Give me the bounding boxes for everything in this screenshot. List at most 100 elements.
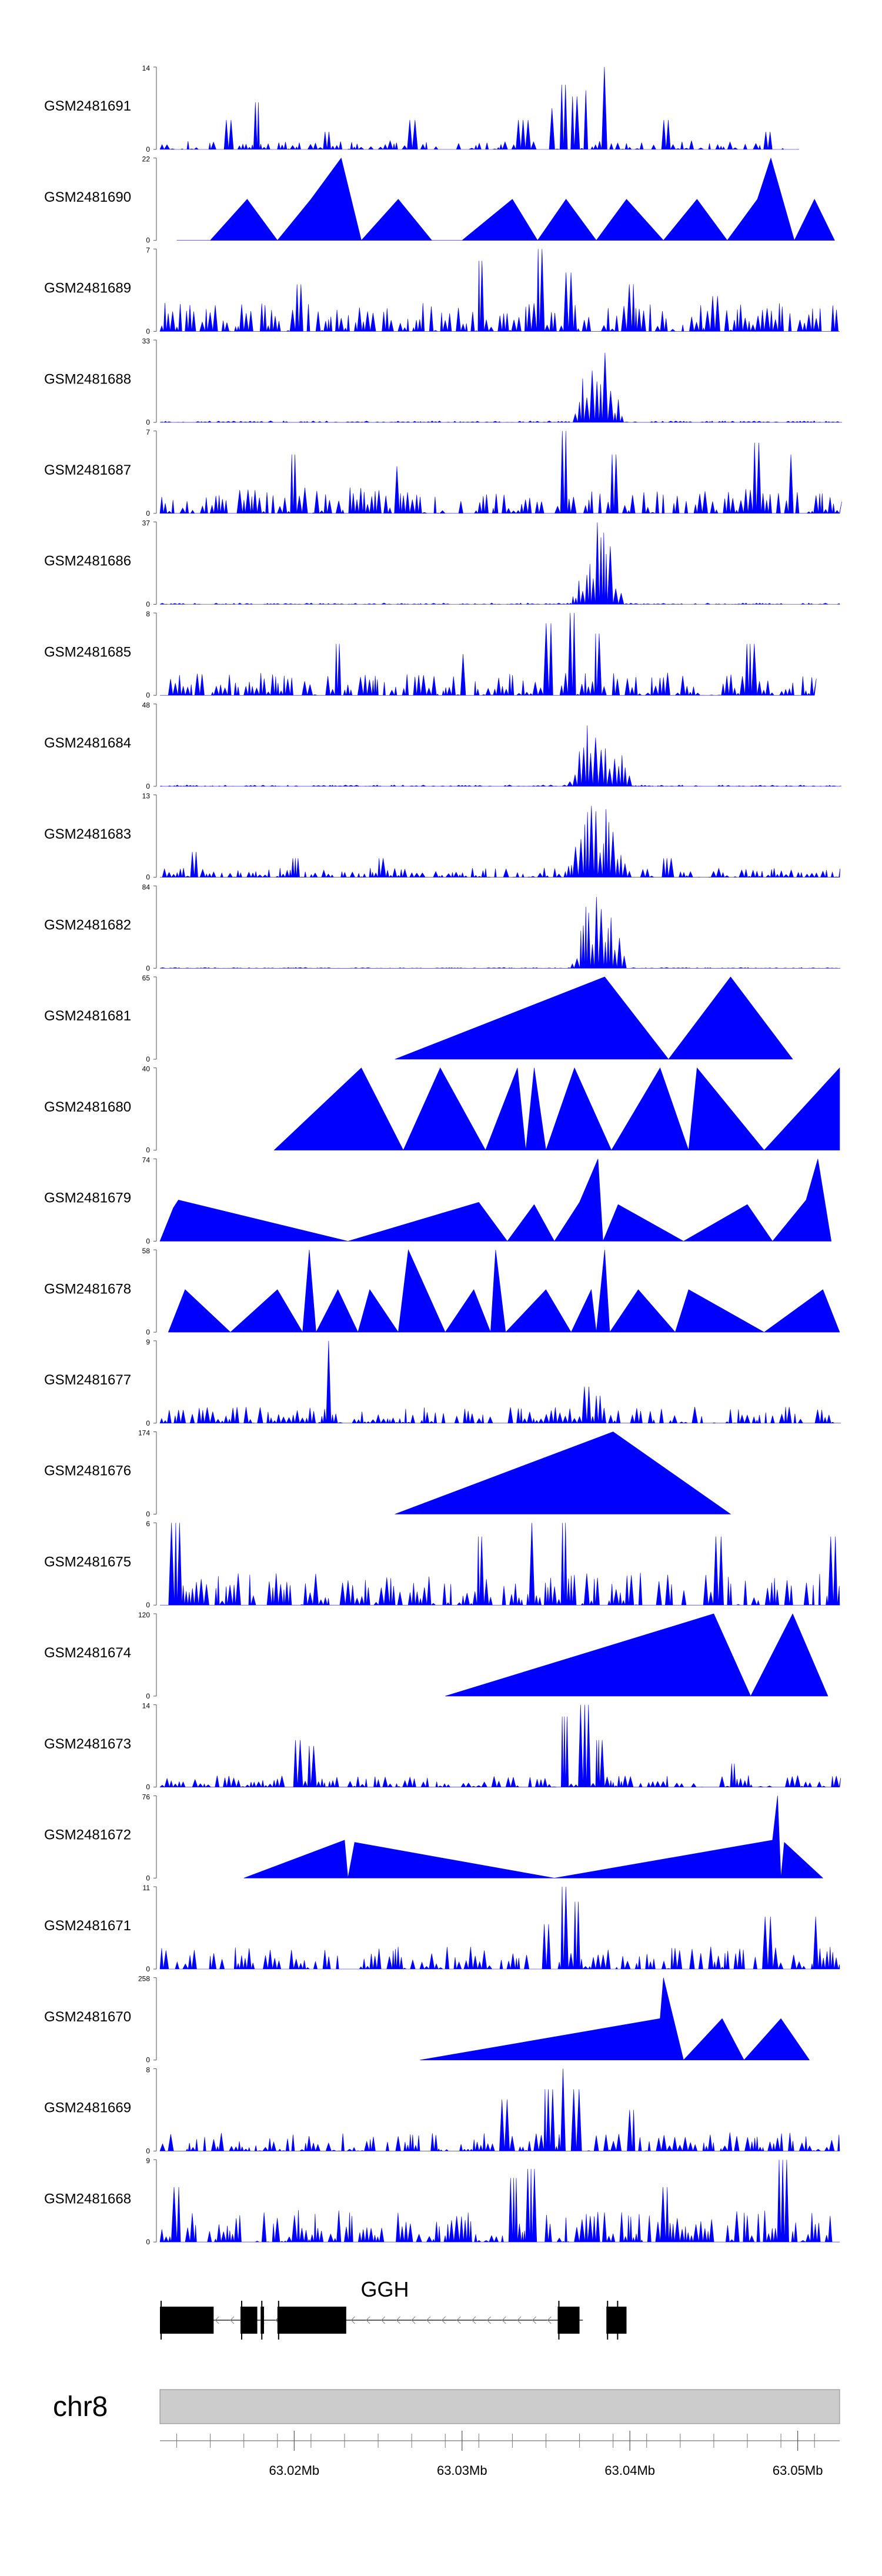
sample-label: GSM2481678 — [44, 1281, 131, 1297]
y-max-label: 120 — [138, 1611, 150, 1619]
y-min-label: 0 — [146, 964, 150, 972]
strand-arrow — [502, 2316, 506, 2324]
strand-arrow — [350, 2316, 355, 2324]
signal-area-GSM2481690 — [176, 157, 835, 241]
gene-track: GGH — [160, 2277, 627, 2340]
strand-arrow — [547, 2316, 552, 2324]
y-min-label: 0 — [146, 509, 150, 518]
signal-area-GSM2481685 — [160, 613, 817, 696]
chromosome-ideogram-bar — [159, 2389, 840, 2424]
sample-label: GSM2481684 — [44, 735, 131, 751]
exon — [557, 2307, 580, 2334]
exon — [240, 2307, 258, 2334]
exon — [277, 2307, 346, 2334]
axis-tick-label: 63.05Mb — [773, 2463, 823, 2478]
signal-area-GSM2481673 — [159, 1704, 841, 1788]
y-max-label: 13 — [142, 792, 151, 800]
track-GSM2481683: GSM2481683 13 0 — [44, 792, 840, 882]
y-max-label: 74 — [142, 1156, 151, 1164]
track-GSM2481686: GSM2481686 37 0 — [44, 519, 840, 609]
strand-arrow — [380, 2316, 386, 2324]
track-GSM2481675: GSM2481675 6 0 — [44, 1520, 840, 1609]
strand-arrow — [472, 2316, 476, 2324]
sample-label: GSM2481681 — [44, 1008, 131, 1024]
y-max-label: 14 — [142, 1702, 151, 1710]
strand-arrow — [441, 2316, 446, 2324]
y-min-label: 0 — [146, 1510, 150, 1519]
y-max-label: 258 — [138, 1975, 150, 1983]
gene-name-label: GGH — [360, 2277, 409, 2301]
sample-label: GSM2481676 — [44, 1463, 131, 1479]
track-GSM2481688: GSM2481688 33 0 — [44, 337, 843, 426]
sample-label: GSM2481691 — [44, 98, 131, 114]
y-min-label: 0 — [146, 2056, 150, 2064]
signal-area-GSM2481681 — [395, 976, 793, 1060]
strand-arrow — [517, 2316, 522, 2324]
signal-area-GSM2481677 — [159, 1340, 841, 1424]
axis-tick-label: 63.03Mb — [437, 2463, 487, 2478]
track-GSM2481674: GSM2481674 120 0 — [44, 1611, 828, 1700]
y-max-label: 7 — [146, 246, 150, 254]
y-min-label: 0 — [146, 418, 150, 426]
y-min-label: 0 — [146, 1692, 150, 1700]
track-GSM2481668: GSM2481668 9 0 — [44, 2157, 840, 2246]
sample-label: GSM2481680 — [44, 1099, 131, 1115]
sample-label: GSM2481669 — [44, 2100, 131, 2116]
signal-area-GSM2481688 — [159, 352, 843, 423]
track-GSM2481687: GSM2481687 7 0 — [44, 428, 842, 518]
signal-area-GSM2481691 — [159, 66, 799, 151]
exon — [616, 2307, 627, 2334]
signal-area-GSM2481672 — [243, 1796, 824, 1878]
y-max-label: 76 — [142, 1793, 151, 1801]
track-GSM2481672: GSM2481672 76 0 — [44, 1793, 824, 1882]
signal-area-GSM2481676 — [395, 1432, 731, 1514]
sample-label: GSM2481679 — [44, 1190, 131, 1206]
y-min-label: 0 — [146, 236, 150, 245]
track-GSM2481670: GSM2481670 258 0 — [44, 1975, 810, 2064]
track-GSM2481677: GSM2481677 9 0 — [44, 1338, 841, 1427]
signal-area-GSM2481678 — [168, 1249, 840, 1333]
sample-label: GSM2481682 — [44, 917, 131, 933]
track-GSM2481690: GSM2481690 22 0 — [44, 155, 835, 245]
sample-label: GSM2481687 — [44, 462, 131, 478]
y-max-label: 65 — [142, 974, 151, 982]
signal-area-GSM2481683 — [160, 806, 840, 878]
sample-label: GSM2481683 — [44, 826, 131, 842]
track-GSM2481691: GSM2481691 14 0 — [44, 64, 799, 154]
sample-label: GSM2481689 — [44, 281, 131, 296]
strand-arrow — [215, 2316, 219, 2324]
y-min-label: 0 — [146, 2147, 150, 2155]
strand-arrow — [396, 2316, 400, 2324]
y-min-label: 0 — [146, 327, 150, 335]
strand-arrow — [426, 2316, 431, 2324]
track-GSM2481679: GSM2481679 74 0 — [44, 1156, 832, 1245]
exon — [160, 2307, 214, 2334]
y-min-label: 0 — [146, 782, 150, 790]
y-min-label: 0 — [146, 1419, 150, 1427]
y-min-label: 0 — [146, 600, 150, 609]
y-max-label: 11 — [143, 1884, 151, 1892]
signal-area-GSM2481682 — [159, 896, 841, 969]
sample-label: GSM2481671 — [44, 1918, 131, 1934]
strand-arrow — [456, 2316, 461, 2324]
sample-label: GSM2481673 — [44, 1736, 131, 1752]
signal-area-GSM2481675 — [160, 1523, 840, 1606]
y-min-label: 0 — [146, 1783, 150, 1791]
strand-arrow — [532, 2316, 537, 2324]
y-min-label: 0 — [146, 1874, 150, 1882]
sample-label: GSM2481672 — [44, 1827, 131, 1843]
y-max-label: 174 — [138, 1429, 150, 1437]
signal-area-GSM2481674 — [445, 1613, 828, 1697]
y-max-label: 84 — [142, 883, 151, 891]
signal-tracks: GSM2481691140GSM2481690220GSM248168970GS… — [44, 64, 843, 2246]
strand-arrow — [366, 2316, 370, 2324]
track-GSM2481684: GSM2481684 48 0 — [44, 701, 841, 790]
signal-area-GSM2481686 — [159, 522, 840, 605]
signal-area-GSM2481684 — [159, 725, 841, 787]
sample-label: GSM2481685 — [44, 644, 131, 660]
y-min-label: 0 — [146, 873, 150, 882]
y-min-label: 0 — [146, 2238, 150, 2246]
y-max-label: 33 — [142, 337, 151, 345]
sample-label: GSM2481674 — [44, 1645, 131, 1661]
signal-area-GSM2481670 — [420, 1977, 810, 2061]
